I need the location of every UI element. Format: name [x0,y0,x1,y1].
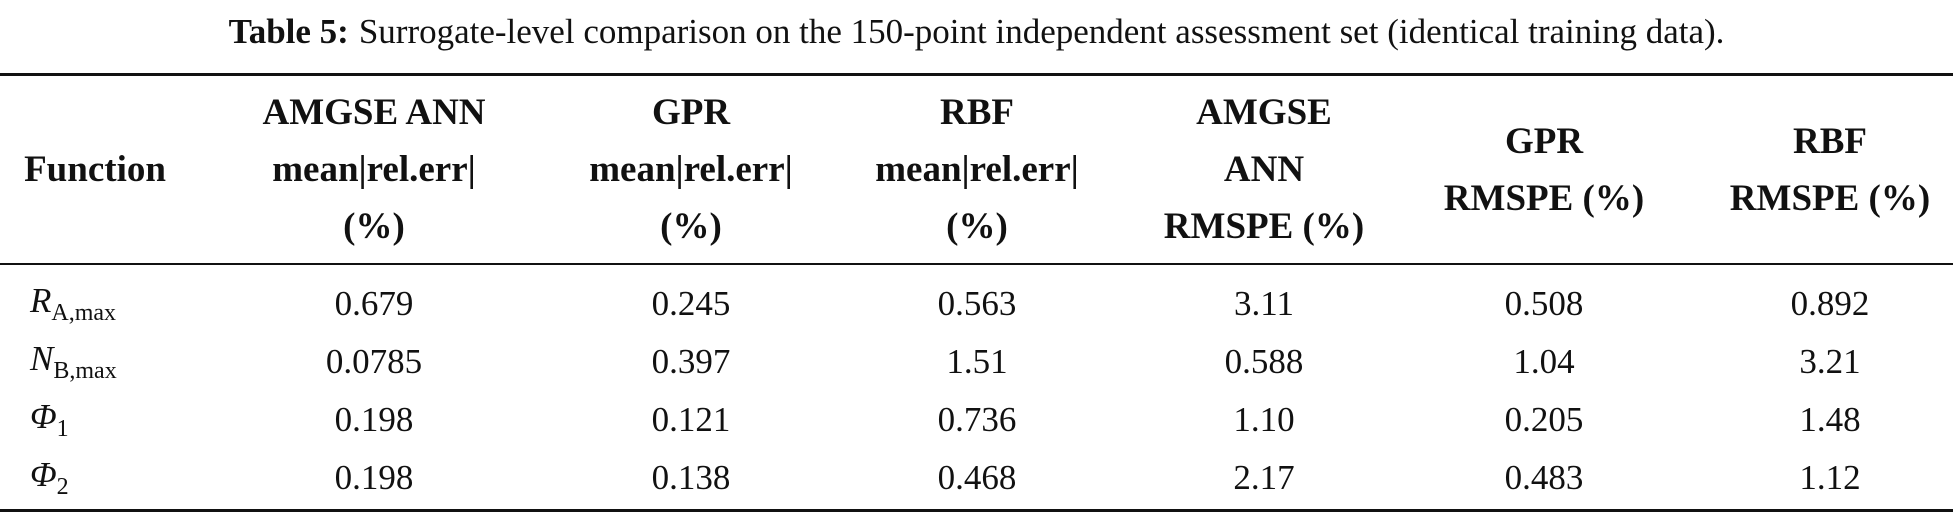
header-cell: GPR RMSPE (%) [1444,75,1644,264]
cell: 0.0785 [325,342,423,381]
row-label-main: R [30,281,52,320]
row-label-sub: 1 [56,416,69,442]
row-label-sub: B,max [53,358,117,384]
cell: 0.679 [334,284,414,323]
cell: 0.736 [937,400,1017,439]
mid-rule [0,263,1953,265]
cell: 1.04 [1513,342,1575,381]
cell: 2.17 [1233,458,1295,497]
row-label-main: Φ [30,455,57,494]
cell: 1.48 [1799,400,1861,439]
header-line: (%) [660,206,722,247]
header-line: RBF [940,92,1014,133]
cell: 3.21 [1799,342,1861,381]
caption-label: Table 5: [228,12,349,51]
header-line: (%) [946,206,1008,247]
cell: 1.51 [946,342,1008,381]
cell: 0.138 [651,458,731,497]
row-label: Φ1 [30,397,69,443]
header-cell: AMGSE ANN mean|rel.err| (%) [262,75,485,264]
cell: 0.198 [334,400,414,439]
header-cell: AMGSE ANN RMSPE (%) [1164,75,1364,264]
header-cell: Function [24,75,166,264]
header-line: mean|rel.err| [272,149,476,190]
cell: 0.563 [937,284,1017,323]
top-rule [0,73,1953,76]
row-label-sub: A,max [51,300,117,326]
header-cell: RBF mean|rel.err| (%) [875,75,1079,264]
header-cell: GPR mean|rel.err| (%) [589,75,793,264]
cell: 0.121 [651,400,731,439]
header-line: RMSPE (%) [1443,177,1645,219]
header-line: AMGSE ANN [262,92,486,133]
header-cell: RBF RMSPE (%) [1730,75,1930,264]
header-line: GPR [1504,120,1584,162]
cell: 0.198 [334,458,414,497]
cell: 1.12 [1799,458,1861,497]
cell: 1.10 [1233,400,1295,439]
header-line: mean|rel.err| [875,149,1079,190]
row-label-main: Φ [30,397,57,436]
cell: 3.11 [1234,284,1294,323]
row-label: Φ2 [30,455,69,501]
header-line: GPR [651,92,731,133]
header-line: ANN [1223,149,1305,190]
cell: 0.205 [1504,400,1584,439]
cell: 0.483 [1504,458,1584,497]
caption-text: Surrogate-level comparison on the 150-po… [358,12,1725,51]
row-label: RA,max [30,281,116,327]
header-line: AMGSE [1196,92,1332,133]
bottom-rule [0,509,1953,512]
header-line: Function [24,149,166,190]
header-line: mean|rel.err| [589,149,793,190]
header-line: RMSPE (%) [1163,206,1365,247]
header-line: (%) [343,206,405,247]
cell: 0.892 [1790,284,1870,323]
cell: 0.588 [1224,342,1304,381]
cell: 0.245 [651,284,731,323]
cell: 0.397 [651,342,731,381]
row-label-main: N [30,339,54,378]
row-label: NB,max [30,339,117,385]
row-label-sub: 2 [56,474,69,500]
caption: Table 5: Surrogate-level comparison on th… [0,12,1953,52]
cell: 0.468 [937,458,1017,497]
header-line: RMSPE (%) [1729,177,1931,219]
cell: 0.508 [1504,284,1584,323]
header-line: RBF [1793,120,1867,162]
